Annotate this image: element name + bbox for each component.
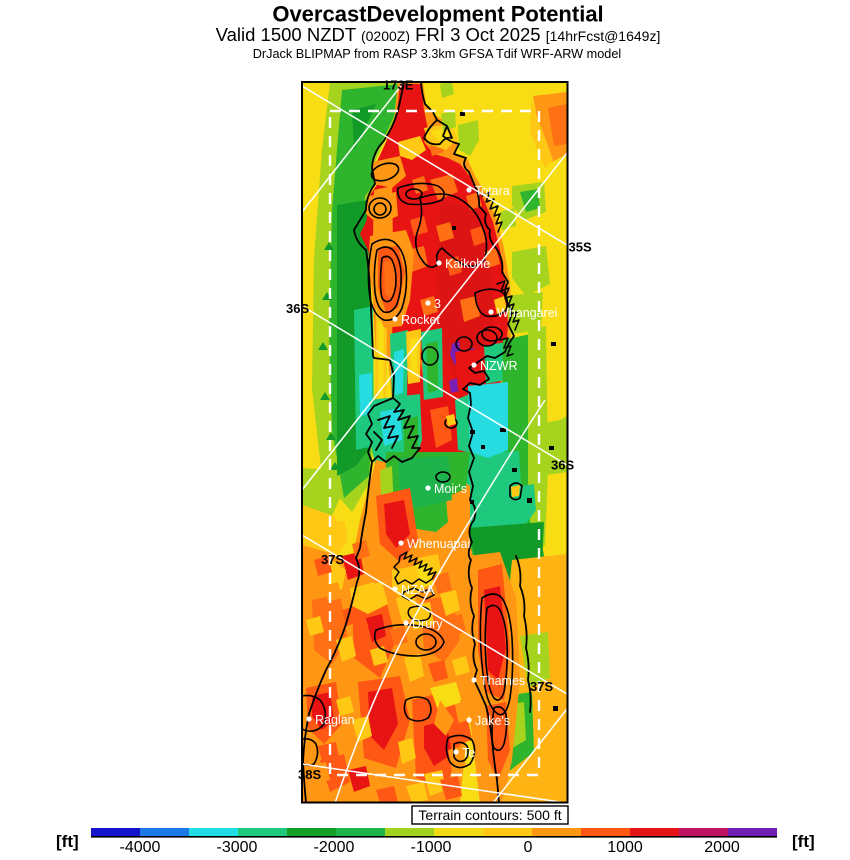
svg-text:Kaikohe: Kaikohe bbox=[445, 257, 490, 271]
svg-text:Terrain contours: 500 ft: Terrain contours: 500 ft bbox=[418, 807, 561, 823]
svg-text:37S: 37S bbox=[530, 679, 553, 694]
svg-text:NZWR: NZWR bbox=[480, 359, 518, 373]
svg-text:DrJack BLIPMAP from RASP 3.3km: DrJack BLIPMAP from RASP 3.3km GFSA Tdif… bbox=[253, 47, 622, 61]
svg-text:NZAA: NZAA bbox=[401, 583, 435, 597]
svg-text:37S: 37S bbox=[321, 552, 344, 567]
svg-text:Rocket: Rocket bbox=[401, 313, 440, 327]
svg-text:-2000: -2000 bbox=[314, 839, 355, 856]
svg-text:36S: 36S bbox=[551, 458, 574, 473]
svg-text:38S: 38S bbox=[298, 767, 321, 782]
svg-text:0: 0 bbox=[524, 839, 533, 856]
svg-text:173E: 173E bbox=[383, 78, 414, 93]
svg-text:[ft]: [ft] bbox=[792, 832, 815, 851]
svg-text:OvercastDevelopment Potential: OvercastDevelopment Potential bbox=[272, 2, 603, 27]
svg-text:Whenuapai: Whenuapai bbox=[407, 537, 470, 551]
svg-text:Drury: Drury bbox=[412, 617, 443, 631]
svg-text:Totara: Totara bbox=[475, 184, 510, 198]
svg-text:Jake's: Jake's bbox=[475, 714, 510, 728]
svg-text:[ft]: [ft] bbox=[56, 832, 79, 851]
svg-text:35S: 35S bbox=[569, 240, 592, 255]
svg-text:Moir's: Moir's bbox=[434, 482, 467, 496]
svg-text:36S: 36S bbox=[286, 301, 309, 316]
svg-text:-4000: -4000 bbox=[120, 839, 161, 856]
svg-text:Raglan: Raglan bbox=[315, 713, 355, 727]
svg-text:3: 3 bbox=[434, 297, 441, 311]
svg-text:1000: 1000 bbox=[607, 839, 643, 856]
svg-text:Valid 1500 NZDT (0200Z) FRI 3: Valid 1500 NZDT (0200Z) FRI 3 Oct 2025 [… bbox=[216, 24, 661, 45]
svg-text:Te: Te bbox=[462, 746, 475, 760]
svg-text:2000: 2000 bbox=[704, 839, 740, 856]
svg-text:-3000: -3000 bbox=[217, 839, 258, 856]
svg-text:Whangarei: Whangarei bbox=[497, 306, 557, 320]
svg-text:Thames: Thames bbox=[480, 674, 525, 688]
svg-text:-1000: -1000 bbox=[411, 839, 452, 856]
